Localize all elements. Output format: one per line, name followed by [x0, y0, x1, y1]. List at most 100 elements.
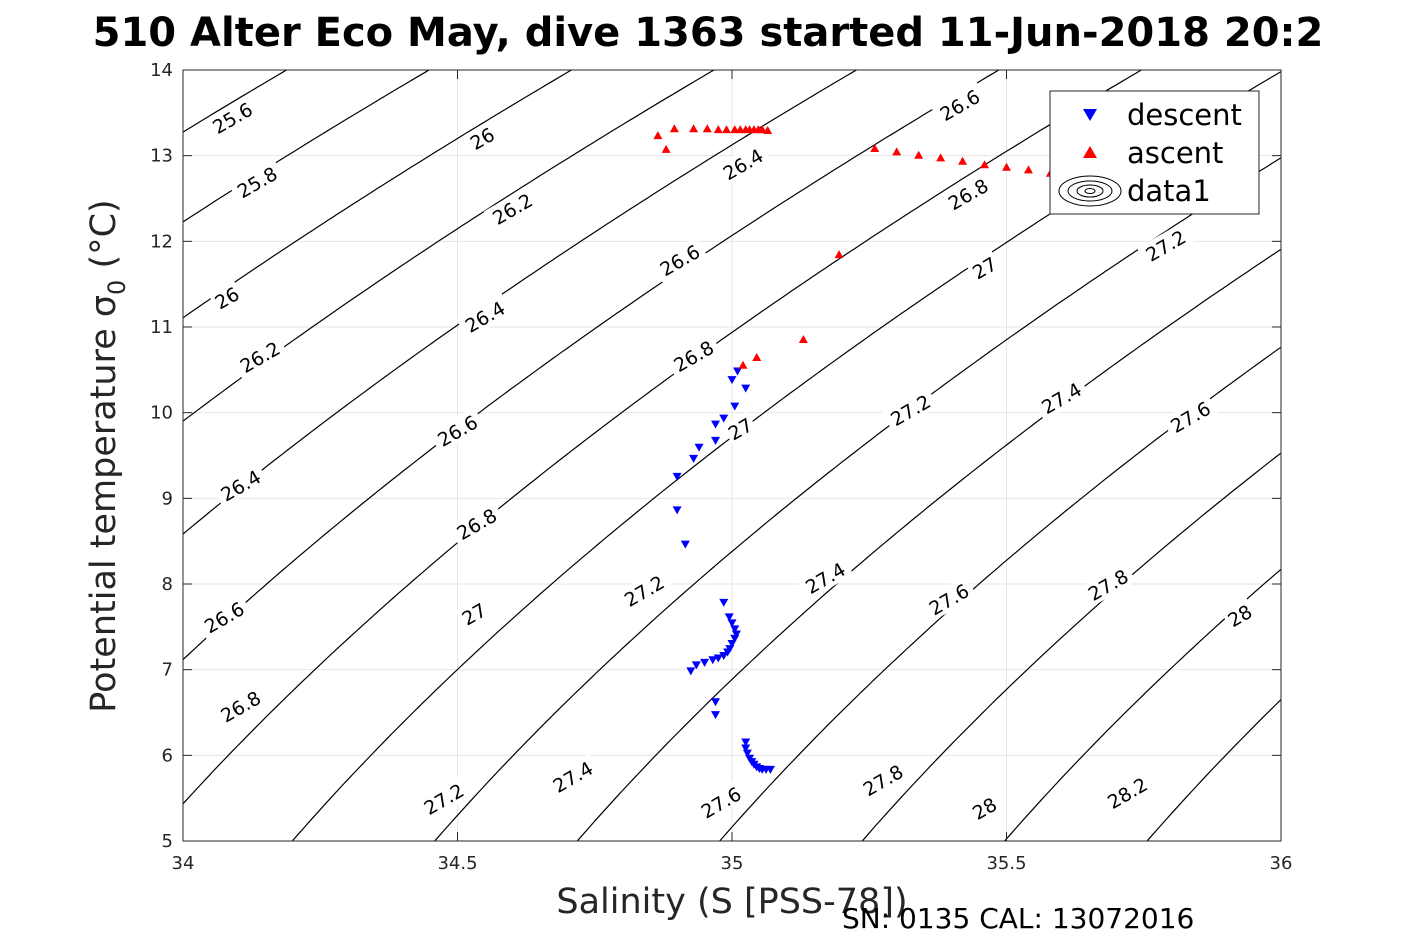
- x-tick-label: 34: [172, 853, 195, 874]
- descent-point: [742, 749, 752, 758]
- x-tick-label: 34.5: [437, 853, 477, 874]
- contour-line: [576, 248, 1281, 841]
- ascent-point: [661, 144, 671, 153]
- descent-point: [727, 639, 737, 648]
- descent-point: [694, 443, 704, 452]
- descent-point: [708, 656, 718, 665]
- descent-point: [689, 454, 699, 463]
- descent-point: [672, 472, 682, 481]
- contour-label-bg: [692, 779, 750, 826]
- y-tick-label: 8: [162, 574, 173, 595]
- contour-line: [183, 70, 431, 223]
- descent-point: [719, 414, 729, 423]
- ascent-point: [1023, 165, 1033, 174]
- contour-label-bg: [203, 94, 261, 141]
- contour-label-bg: [1079, 561, 1137, 608]
- y-tick-label: 9: [162, 488, 173, 509]
- y-tick-label: 14: [150, 60, 173, 81]
- contour-line: [183, 70, 288, 133]
- y-tick-label: 10: [150, 403, 173, 424]
- contour-label-bg: [231, 333, 288, 380]
- ascent-point: [798, 334, 808, 343]
- contour-label-bg: [965, 790, 1003, 826]
- descent-point: [686, 667, 696, 676]
- ascent-point: [763, 125, 773, 134]
- ascent-point: [757, 125, 767, 134]
- x-tick-label: 36: [1270, 853, 1293, 874]
- contour-label-bg: [212, 683, 269, 730]
- y-tick-label: 6: [162, 745, 173, 766]
- contour-label-bg: [195, 594, 253, 640]
- contour-label-bg: [920, 576, 977, 622]
- ascent-point: [752, 352, 762, 361]
- legend-data1-label: data1: [1127, 174, 1211, 208]
- x-axis-ticks: 34 34.5 35 35.5 36: [172, 70, 1293, 874]
- ascent-point: [653, 131, 663, 140]
- contour-label-bg: [939, 170, 997, 217]
- legend-box: [1049, 90, 1260, 215]
- descent-point: [719, 598, 729, 607]
- contour-label-bg: [1161, 393, 1219, 440]
- contour-line: [861, 452, 1281, 841]
- descent-point: [730, 625, 740, 634]
- descent-point: [700, 658, 710, 667]
- legend-ascent-marker: [1083, 146, 1097, 158]
- descent-point: [724, 613, 734, 622]
- x-tick-label: 35: [721, 853, 744, 874]
- legend: descent ascent data1: [1049, 90, 1260, 215]
- descent-point: [730, 402, 740, 411]
- ascent-point: [914, 150, 924, 159]
- descent-point: [711, 436, 721, 445]
- y-axis-ticks: 5 6 7 8 9 10 11 12 13 14: [150, 60, 1281, 852]
- y-tick-label: 13: [150, 146, 173, 167]
- ascent-point: [870, 143, 880, 152]
- contour-label-bg: [1137, 222, 1194, 269]
- ascent-point: [834, 250, 844, 259]
- contour-label-bg: [1221, 598, 1258, 633]
- footer-serial-calibration: SN: 0135 CAL: 13072016: [842, 902, 1194, 935]
- chart-title: 510 Alter Eco May, dive 1363 started 11-…: [93, 10, 1324, 56]
- ascent-point: [722, 125, 732, 134]
- x-tick-label: 35.5: [986, 853, 1026, 874]
- contour-label-bg: [448, 500, 505, 547]
- contour-label-bg: [483, 185, 541, 232]
- contour-label-bg: [1098, 769, 1156, 816]
- contour-line: [183, 70, 858, 535]
- contour-line: [183, 70, 573, 319]
- contour-label-bg: [415, 775, 472, 822]
- ascent-point: [980, 160, 990, 169]
- descent-point: [732, 367, 742, 376]
- contour-label-bg: [931, 81, 988, 128]
- descent-point: [730, 634, 740, 643]
- ascent-point: [702, 124, 712, 133]
- descent-point: [765, 765, 775, 774]
- descent-point: [672, 506, 682, 515]
- contour-label: 28: [965, 790, 1003, 826]
- descent-point: [727, 376, 737, 385]
- contour-label-bg: [651, 236, 708, 283]
- contour-label-bg: [665, 332, 722, 379]
- ascent-point: [738, 360, 748, 369]
- contour-line: [183, 70, 1000, 661]
- contour-label-bg: [456, 293, 513, 340]
- y-tick-label: 11: [150, 317, 173, 338]
- descent-point: [731, 630, 741, 639]
- ascent-point: [892, 147, 902, 156]
- y-tick-label: 7: [162, 660, 173, 681]
- ascent-point: [1002, 162, 1011, 171]
- descent-point: [711, 698, 721, 707]
- contour-line: [433, 157, 1281, 841]
- y-axis-label-subscript: 0: [103, 280, 131, 295]
- descent-point: [719, 651, 729, 660]
- x-axis-label: Salinity (S [PSS-78]): [556, 882, 907, 922]
- descent-point: [727, 619, 737, 628]
- descent-point: [680, 540, 690, 549]
- y-axis-label-unit: (°C): [84, 199, 124, 279]
- contour-label-bg: [796, 554, 854, 601]
- y-tick-label: 12: [150, 231, 173, 252]
- y-tick-label: 5: [162, 831, 173, 852]
- ascent-point: [936, 153, 946, 162]
- descent-point: [741, 744, 751, 753]
- descent-point: [741, 384, 751, 393]
